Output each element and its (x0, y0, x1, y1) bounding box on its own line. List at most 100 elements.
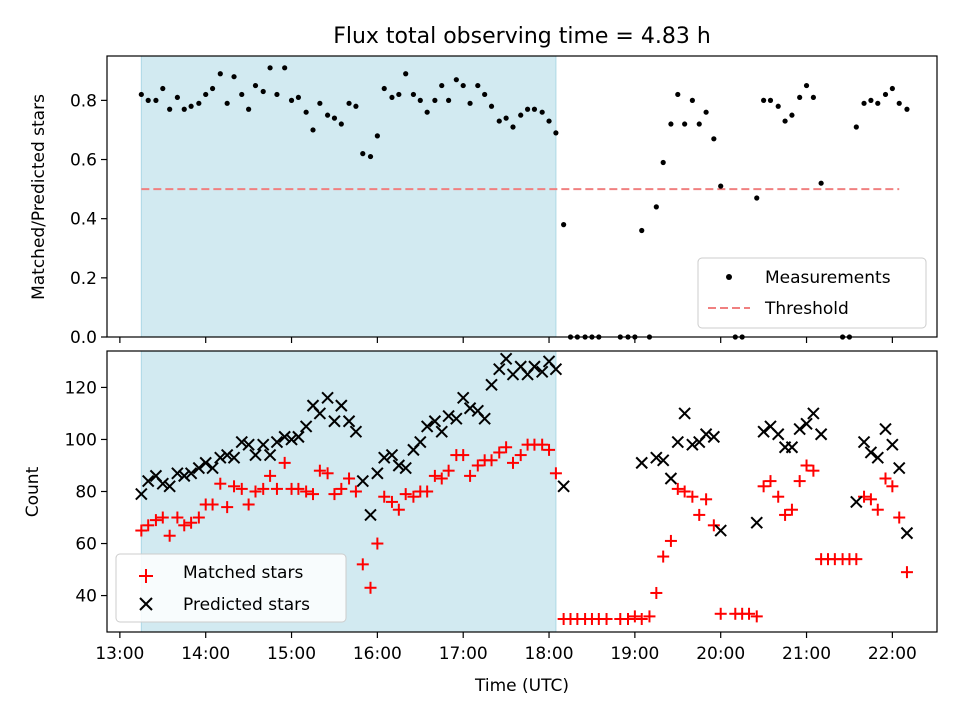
measurement-point (460, 82, 466, 89)
predicted-star-point (463, 402, 477, 415)
measurement-point (797, 94, 803, 101)
predicted-star-point (328, 415, 341, 428)
x-tick-label: 19:00 (610, 644, 659, 664)
matched-star-point (900, 566, 913, 579)
measurement-point (367, 153, 374, 160)
matched-star-point (328, 488, 341, 501)
y-tick-label: 0.8 (70, 91, 97, 111)
predicted-star-point (349, 425, 363, 438)
matched-star-point (163, 529, 176, 542)
predicted-star-point (342, 415, 356, 428)
top-legend-box (697, 257, 927, 329)
predicted-star-point (385, 448, 399, 462)
matched-star-point (543, 443, 556, 456)
top-panel: 0.00.20.40.60.8 Matched/Predicted stars … (29, 55, 938, 348)
matched-star-points (135, 438, 913, 625)
matched-star-point (135, 524, 148, 537)
measurement-point (239, 91, 245, 98)
predicted-star-point (270, 435, 284, 449)
predicted-star-point (814, 428, 828, 441)
matched-star-point (264, 469, 277, 482)
predicted-star-point (199, 456, 212, 470)
matched-star-point (192, 511, 205, 524)
predicted-star-point (535, 365, 549, 379)
y-tick-label: 0.6 (70, 151, 97, 171)
matched-star-point (536, 438, 549, 451)
legend-predicted-label: Predicted stars (183, 595, 310, 615)
predicted-star-point (227, 451, 241, 464)
matched-star-point (700, 493, 713, 506)
matched-star-point (671, 482, 684, 495)
matched-star-point (399, 488, 412, 501)
measurement-point (303, 109, 309, 115)
x-tick-label: 16:00 (353, 644, 402, 664)
legend-measurements-marker (726, 274, 732, 280)
predicted-star-point (893, 461, 906, 475)
measurement-point (288, 97, 295, 103)
measurement-point (531, 106, 538, 112)
bottom-legend: Matched stars Predicted stars (115, 553, 347, 623)
matched-star-point (300, 485, 313, 498)
measurement-point (868, 97, 874, 103)
measurement-point (754, 195, 760, 201)
matched-star-point (686, 490, 699, 503)
matched-star-point (435, 472, 448, 485)
measurement-point (174, 94, 180, 101)
x-tick-label: 17:00 (439, 644, 488, 664)
predicted-star-point (850, 495, 863, 509)
x-tick-label: 15:00 (267, 644, 316, 664)
top-axes-frame (106, 55, 938, 338)
measurement-point (546, 118, 552, 124)
bottom-y-axis-label: Count (23, 466, 43, 517)
measurement-point (310, 127, 316, 133)
matched-star-point (278, 456, 291, 469)
matched-star-point (864, 493, 877, 506)
measurement-point (689, 97, 695, 103)
predicted-star-point (321, 391, 334, 405)
matched-star-point (407, 490, 420, 503)
predicted-star-point (399, 461, 412, 475)
measurement-point (782, 118, 788, 124)
predicted-star-point (257, 438, 270, 451)
measurement-point (711, 136, 717, 142)
measurement-point (138, 91, 144, 98)
predicted-star-point (635, 456, 648, 470)
matched-star-point (886, 480, 899, 493)
predicted-star-point (428, 415, 442, 428)
predicted-star-point (478, 412, 491, 425)
legend-threshold-label: Threshold (764, 299, 849, 319)
x-tick-label: 14:00 (181, 644, 230, 664)
measurement-point (503, 115, 509, 121)
matched-star-point (893, 511, 906, 524)
measurement-point (875, 100, 881, 106)
predicted-star-point (178, 469, 191, 483)
top-shaded-region (140, 55, 557, 338)
predicted-star-point (206, 461, 219, 475)
measurement-point (295, 94, 302, 101)
y-tick-label: 0.4 (70, 210, 97, 230)
matched-star-point (206, 498, 219, 511)
x-tick-label: 21:00 (782, 644, 831, 664)
measurement-point (374, 133, 380, 139)
predicted-star-point (671, 435, 684, 449)
matched-star-point (871, 503, 884, 516)
predicted-star-point (557, 480, 570, 493)
measurement-point (274, 91, 280, 98)
measurement-point (889, 85, 895, 92)
matched-star-point (292, 482, 305, 495)
observing-span-shade (140, 55, 557, 338)
predicted-star-point (249, 448, 262, 462)
measurement-point (896, 100, 902, 106)
matched-star-point (500, 441, 513, 454)
measurement-point (524, 106, 531, 112)
measurement-point (246, 106, 252, 112)
y-tick-label: 60 (75, 535, 97, 555)
matched-star-point (464, 469, 477, 482)
measurement-point (282, 65, 288, 71)
legend-predicted-marker (139, 597, 153, 611)
matched-star-point (707, 519, 720, 532)
y-tick-label: 120 (65, 378, 97, 398)
measurement-point (639, 227, 645, 234)
top-x-ticks (119, 337, 893, 343)
predicted-star-point (757, 425, 770, 438)
